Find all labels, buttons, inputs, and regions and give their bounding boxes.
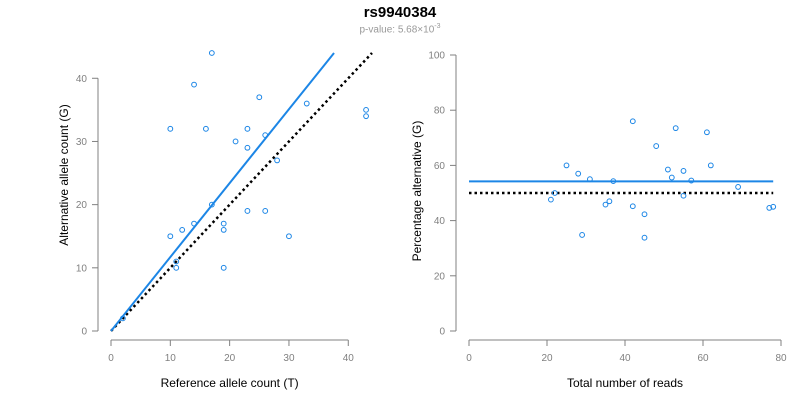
- data-point: [579, 232, 585, 238]
- data-point: [173, 258, 180, 265]
- data-point: [179, 227, 186, 233]
- data-point: [575, 170, 582, 177]
- y-tick-label: 0: [81, 327, 87, 338]
- data-point: [665, 166, 671, 173]
- data-point: [770, 203, 777, 210]
- x-tick-label: 60: [697, 353, 709, 364]
- data-point: [119, 315, 126, 322]
- data-point: [363, 106, 369, 113]
- plot-right: 0 20 40 60 80 0 20 40 60 80 100 Total number of rea…: [410, 51, 787, 391]
- x-tick-label: 0: [466, 353, 472, 364]
- data-point: [173, 264, 180, 271]
- data-point: [704, 129, 710, 136]
- data-point: [274, 157, 280, 164]
- data-point: [672, 125, 679, 132]
- data-point: [208, 50, 215, 56]
- data-point: [232, 138, 239, 145]
- data-point: [286, 233, 292, 240]
- data-point: [668, 174, 675, 181]
- data-point: [629, 118, 636, 125]
- y-tick-label: 0: [439, 327, 445, 338]
- data-point: [766, 205, 773, 211]
- y-tick-label: 80: [434, 106, 446, 117]
- data-point: [203, 125, 209, 132]
- y-axis-title: Alternative allele count (G): [57, 104, 71, 245]
- x-tick-label: 40: [343, 353, 355, 364]
- y-tick-label: 40: [434, 216, 446, 227]
- data-point: [680, 192, 687, 199]
- y-tick-label: 40: [76, 74, 88, 85]
- y-tick-label: 30: [76, 137, 88, 148]
- x-axis-title: Reference allele count (T): [161, 376, 299, 390]
- data-point: [244, 208, 251, 214]
- data-point: [610, 178, 617, 185]
- x-tick-label: 10: [165, 353, 177, 364]
- y-tick-label: 20: [76, 200, 88, 211]
- p-value-exponent: -3: [434, 23, 441, 30]
- data-point: [606, 198, 613, 205]
- data-point: [548, 196, 554, 203]
- data-point: [629, 203, 636, 210]
- x-axis-title: Total number of reads: [567, 376, 683, 390]
- data-point: [551, 190, 558, 196]
- data-point: [688, 177, 695, 184]
- data-point: [256, 94, 263, 101]
- data-point: [191, 220, 197, 227]
- y-tick-label: 100: [428, 51, 445, 62]
- chart-title: rs9940384: [363, 4, 437, 21]
- data-point: [303, 100, 310, 107]
- reference-line: [110, 52, 373, 332]
- y-tick-label: 60: [434, 161, 446, 172]
- data-point: [680, 168, 687, 174]
- x-tick-label: 80: [775, 353, 787, 364]
- data-point: [244, 125, 251, 132]
- data-point: [220, 264, 227, 271]
- data-point: [244, 144, 251, 151]
- data-point: [167, 125, 174, 132]
- data-point: [587, 176, 593, 183]
- data-point: [563, 162, 570, 169]
- chart-subtitle: p-value: 5.68×10-3: [0, 23, 800, 35]
- x-tick-label: 20: [541, 353, 553, 364]
- data-point: [191, 81, 197, 88]
- x-tick-label: 30: [283, 353, 295, 364]
- data-point: [602, 201, 609, 208]
- data-point: [220, 227, 227, 233]
- x-tick-label: 40: [619, 353, 631, 364]
- data-point: [653, 143, 660, 149]
- data-point: [735, 184, 741, 190]
- data-point: [167, 233, 174, 240]
- data-point: [707, 162, 714, 169]
- data-point: [363, 113, 369, 120]
- data-point: [262, 208, 269, 214]
- data-point: [641, 234, 648, 241]
- x-tick-label: 20: [224, 353, 236, 364]
- data-point: [641, 211, 648, 218]
- plot-left: 0 10 20 30 40 0 10 20 30 40 Reference allele count…: [57, 50, 373, 390]
- data-point: [220, 220, 227, 227]
- p-value-text: p-value: 5.68×10: [359, 24, 435, 36]
- data-point: [208, 201, 215, 208]
- y-axis-title: Percentage alternative (G): [410, 121, 424, 262]
- y-tick-label: 20: [434, 271, 446, 282]
- x-tick-label: 0: [108, 353, 114, 364]
- data-point: [262, 132, 269, 139]
- y-tick-label: 10: [76, 263, 88, 274]
- fit-line: [110, 52, 335, 332]
